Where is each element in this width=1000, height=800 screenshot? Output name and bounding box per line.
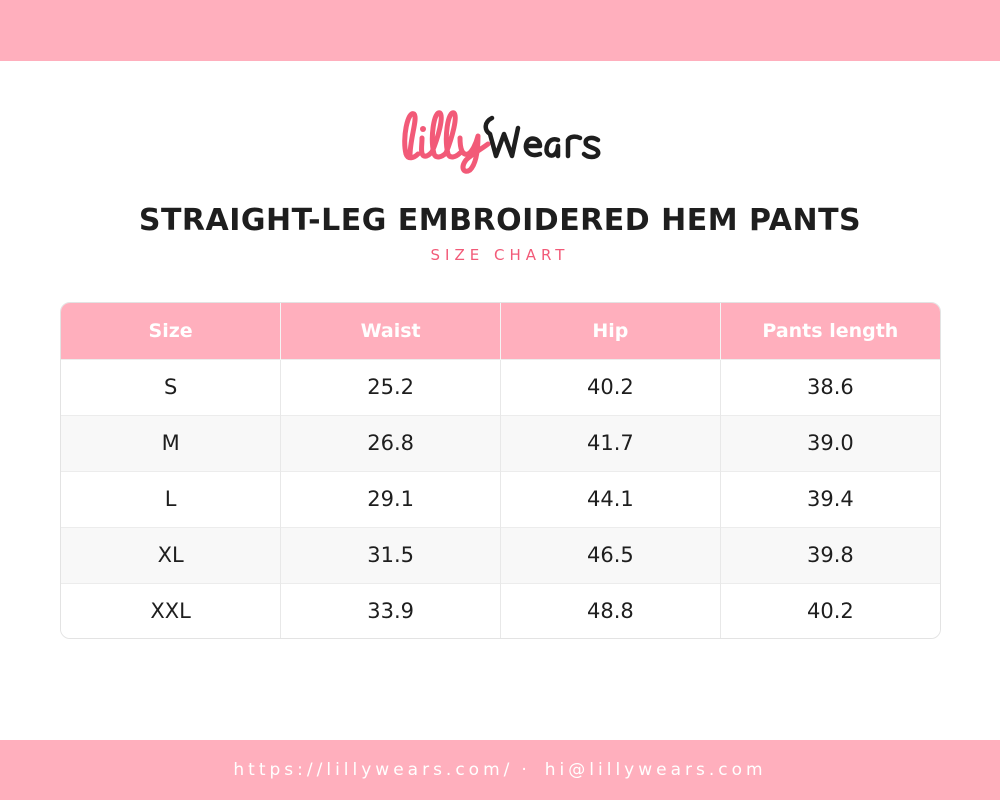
column-header-size: Size <box>61 303 282 359</box>
table-header-row: Size Waist Hip Pants length <box>61 303 940 359</box>
hip-cell: 44.1 <box>500 470 721 527</box>
page-title: STRAIGHT-LEG EMBROIDERED HEM PANTS <box>138 203 862 238</box>
lillywears-logo-icon <box>402 110 601 174</box>
pants-length-cell: 39.8 <box>720 526 940 583</box>
pants-length-cell: 39.4 <box>720 470 940 527</box>
footer-email-link[interactable]: hi@lillywears.com <box>544 760 767 780</box>
table-row: XXL 33.9 48.8 40.2 <box>61 582 940 638</box>
page-subtitle: SIZE CHART <box>430 246 570 264</box>
table-row: S 25.2 40.2 38.6 <box>61 358 940 415</box>
size-chart-table: Size Waist Hip Pants length S 25.2 40.2 … <box>60 302 941 639</box>
pants-length-cell: 39.0 <box>720 414 940 471</box>
footer-website-link[interactable]: https://lillywears.com/ <box>233 760 514 780</box>
brand-logo <box>380 98 620 178</box>
size-cell: L <box>61 470 282 527</box>
waist-cell: 31.5 <box>280 526 501 583</box>
table-row: XL 31.5 46.5 39.8 <box>61 526 940 583</box>
pants-length-cell: 40.2 <box>720 582 940 638</box>
pants-length-cell: 38.6 <box>720 358 940 415</box>
hip-cell: 40.2 <box>500 358 721 415</box>
table-row: M 26.8 41.7 39.0 <box>61 414 940 471</box>
hip-cell: 41.7 <box>500 414 721 471</box>
table-row: L 29.1 44.1 39.4 <box>61 470 940 527</box>
waist-cell: 26.8 <box>280 414 501 471</box>
waist-cell: 25.2 <box>280 358 501 415</box>
footer-banner: https://lillywears.com/ · hi@lillywears.… <box>0 740 1000 800</box>
column-header-waist: Waist <box>280 303 501 359</box>
hip-cell: 48.8 <box>500 582 721 638</box>
column-header-hip: Hip <box>500 303 721 359</box>
column-header-pants-length: Pants length <box>762 319 899 342</box>
footer-separator: · <box>521 760 531 780</box>
size-cell: XL <box>61 526 282 583</box>
size-cell: M <box>61 414 282 471</box>
hip-cell: 46.5 <box>500 526 721 583</box>
size-cell: XXL <box>61 582 282 638</box>
size-cell: S <box>61 358 282 415</box>
waist-cell: 33.9 <box>280 582 501 638</box>
waist-cell: 29.1 <box>280 470 501 527</box>
top-banner <box>0 0 1000 61</box>
